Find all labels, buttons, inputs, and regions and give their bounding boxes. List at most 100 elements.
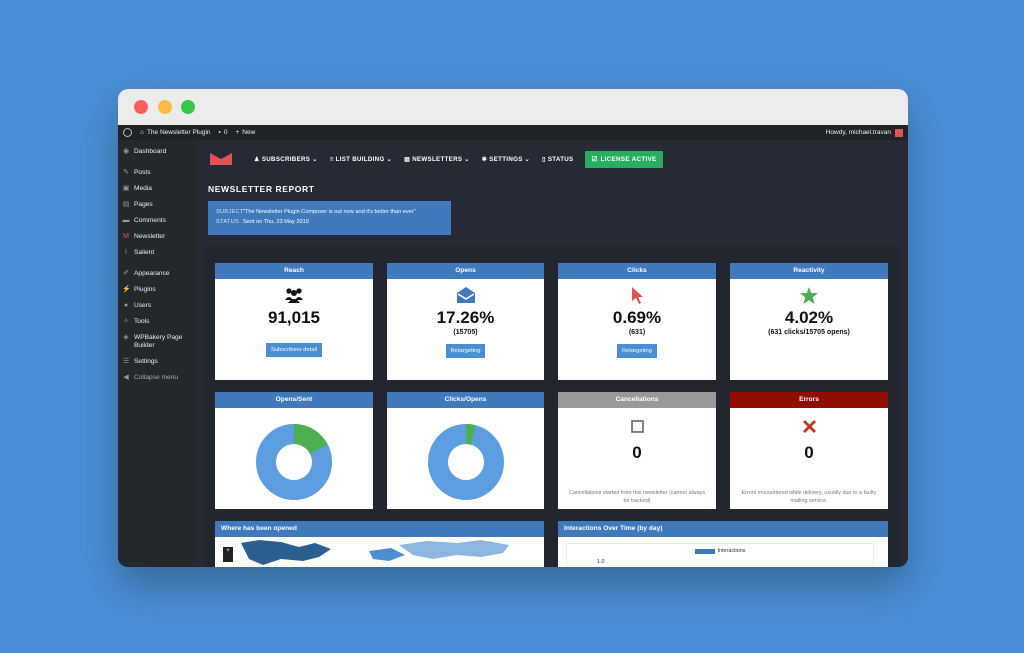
opens-card-title: Opens [387, 263, 544, 279]
newsletter-icon: M [123, 233, 129, 240]
wp-admin-bar: ⌂ The Newsletter Plugin ▪ 0 + New Howdy,… [118, 125, 908, 140]
subscribers-detail-button[interactable]: Subscribers detail [265, 343, 323, 357]
wordpress-logo-icon[interactable] [123, 128, 132, 137]
reach-card: Reach 91,015 Subscribers detail [215, 263, 373, 380]
clicks-retargeting-button[interactable]: Retargeting [617, 344, 657, 358]
chart-legend: Interactions [567, 548, 873, 554]
errors-value: 0 [804, 443, 814, 462]
sidebar-item-label: Posts [134, 169, 151, 176]
chevron-down-icon: ⌄ [386, 155, 393, 163]
sidebar-item-label: Newsletter [134, 233, 166, 240]
close-window-button[interactable] [134, 100, 148, 114]
clicks-opens-donut [427, 424, 504, 500]
page-title: NEWSLETTER REPORT [208, 184, 315, 194]
nav-list-building-label: LIST BUILDING [335, 155, 385, 163]
maximize-window-button[interactable] [181, 100, 195, 114]
nav-newsletters[interactable]: ▤ NEWSLETTERS ⌄ [404, 156, 470, 163]
errors-card: Errors 0 Errors encountered while delive… [730, 392, 888, 509]
sidebar-item-settings[interactable]: ☰ Settings [118, 358, 198, 374]
sidebar-item-posts[interactable]: ✎ Posts [118, 169, 198, 185]
x-mark-icon [730, 420, 888, 438]
legend-swatch [694, 548, 715, 554]
nav-settings[interactable]: ✱ SETTINGS ⌄ [482, 156, 530, 163]
reactivity-card: Reactivity 4.02% (631 clicks/15705 opens… [730, 263, 888, 380]
sidebar-item-label: Comments [134, 217, 166, 224]
errors-note: Errors encountered while delivery, usual… [741, 490, 877, 504]
sidebar-item-media[interactable]: ▣ Media [118, 185, 198, 201]
envelope-open-icon [387, 287, 544, 305]
status-key: STATUS [216, 219, 240, 225]
nav-newsletters-label: NEWSLETTERS [412, 155, 463, 163]
sidebar-item-label: WPBakery Page Builder [134, 334, 183, 349]
newsletter-logo-icon[interactable] [210, 153, 232, 165]
thermometer-icon: ▯ [542, 155, 546, 163]
site-name-label: The Newsletter Plugin [146, 129, 211, 136]
report-panel: Reach 91,015 Subscribers detail Opens 17… [204, 246, 900, 567]
user-account-link[interactable]: Howdy, michael.travan [826, 128, 903, 137]
media-icon: ▣ [122, 185, 130, 192]
users-icon [215, 287, 373, 305]
nav-status-label: STATUS [547, 155, 574, 163]
sidebar-item-label: Appearance [134, 270, 170, 277]
errors-card-title: Errors [730, 392, 888, 408]
check-square-icon: ☑ [591, 155, 598, 163]
chevron-down-icon: ⌄ [464, 155, 470, 163]
minimize-window-button[interactable] [158, 100, 172, 114]
opens-sent-card: Opens/Sent [215, 392, 373, 509]
sidebar-item-pages[interactable]: ▤ Pages [118, 201, 198, 217]
nav-status[interactable]: ▯ STATUS [542, 156, 573, 163]
site-name-link[interactable]: ⌂ The Newsletter Plugin [140, 129, 211, 136]
cancellations-card: Cancellations 0 Cancellations started fr… [558, 392, 716, 509]
opens-sent-card-title: Opens/Sent [215, 392, 373, 408]
opens-retargeting-button[interactable]: Retargeting [445, 344, 486, 358]
sidebar-item-dashboard[interactable]: ◉ Dashboard [118, 148, 198, 164]
browser-window: ⌂ The Newsletter Plugin ▪ 0 + New Howdy,… [118, 89, 908, 567]
map-card-title: Where has been opened [215, 521, 544, 537]
sidebar-item-collapse[interactable]: ◀ Collapse menu [118, 374, 198, 390]
sidebar-item-users[interactable]: ● Users [118, 302, 198, 318]
donut-clicked-slice [427, 424, 504, 500]
interactions-card: Interactions Over Time (by day) Interact… [558, 521, 888, 567]
list-icon: ≡ [329, 155, 334, 163]
sidebar-item-label: Tools [134, 318, 150, 325]
opens-card: Opens 17.26% (15705) Retargeting [387, 263, 544, 380]
cursor-icon [558, 287, 716, 305]
map-zoom-in-button[interactable]: + [223, 547, 233, 562]
cancellations-card-title: Cancellations [558, 392, 716, 408]
status-value: Sent on Thu, 23 May 2019 [243, 219, 309, 225]
nav-subscribers-label: SUBSCRIBERS [261, 155, 311, 163]
donut-opened-slice [256, 424, 332, 500]
builder-icon: ◈ [123, 334, 129, 341]
sidebar-item-tools[interactable]: ✧ Tools [118, 318, 198, 334]
sidebar-item-newsletter[interactable]: M Newsletter [118, 233, 198, 249]
sidebar-item-label: Media [134, 185, 152, 192]
settings-icon: ☰ [122, 358, 130, 365]
clicks-card: Clicks 0.69% (631) Retargeting [558, 263, 716, 380]
reach-card-title: Reach [215, 263, 373, 279]
home-icon: ⌂ [140, 129, 144, 136]
comments-count: 0 [223, 129, 228, 136]
sidebar-item-label: Settings [134, 358, 158, 365]
pin-icon: ✎ [123, 169, 129, 176]
newsletter-info-box: SUBJECT"The Newsletter Plugin Composer i… [208, 201, 451, 235]
world-map[interactable]: + [219, 539, 544, 567]
opens-value: 17.26% [436, 308, 495, 327]
gear-icon: ✱ [481, 155, 488, 163]
nav-settings-label: SETTINGS [489, 155, 523, 163]
sidebar-item-salient[interactable]: ⌇ Salient [118, 249, 198, 265]
sidebar-item-label: Dashboard [134, 148, 167, 155]
clicks-opens-card: Clicks/Opens [387, 392, 544, 509]
nav-subscribers[interactable]: ♟ SUBSCRIBERS ⌄ [254, 156, 318, 163]
license-active-badge[interactable]: ☑ LICENSE ACTIVE [585, 150, 663, 168]
nav-list-building[interactable]: ≡ LIST BUILDING ⌄ [330, 156, 392, 163]
sidebar-item-appearance[interactable]: ✐ Appearance [118, 270, 198, 286]
window-titlebar [118, 89, 908, 125]
sidebar-item-wpbakery[interactable]: ◈ WPBakery Page Builder [118, 334, 198, 358]
sidebar-item-plugins[interactable]: ⚡ Plugins [118, 286, 198, 302]
comment-icon: ▬ [122, 217, 130, 224]
comments-link[interactable]: ▪ 0 [219, 129, 228, 136]
sidebar-item-comments[interactable]: ▬ Comments [118, 217, 198, 233]
license-label: LICENSE ACTIVE [600, 155, 657, 163]
new-content-link[interactable]: + New [235, 129, 255, 136]
user-icon: ● [123, 302, 129, 309]
